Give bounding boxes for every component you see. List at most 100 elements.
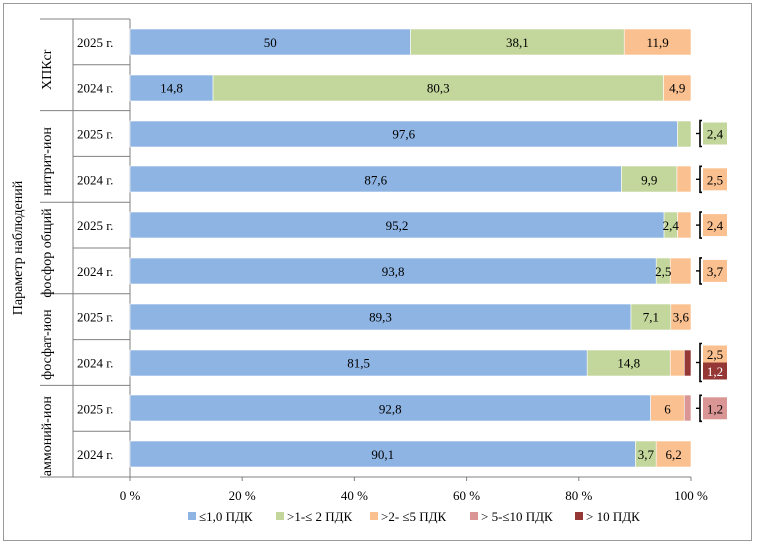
bar-segment xyxy=(683,349,692,377)
bar-segment xyxy=(676,165,692,193)
callout-bracket xyxy=(699,257,702,285)
callout-box xyxy=(703,168,727,191)
data-label: 97,6 xyxy=(392,127,415,142)
callout-box xyxy=(703,345,727,363)
data-label: 14,8 xyxy=(160,81,183,96)
group-label: ХПКcr xyxy=(40,49,55,90)
x-tick-label: 100 % xyxy=(674,488,708,503)
bar-segment xyxy=(677,211,692,239)
data-label: 87,6 xyxy=(364,172,387,187)
data-label: 90,1 xyxy=(371,447,394,462)
labels-layer: 2025 г. 50 38,1 11,9 2024 г. 14,8 80,3 4,9 2025 … xyxy=(77,35,724,462)
legend-swatch xyxy=(575,512,583,520)
bar-segment xyxy=(623,28,692,56)
year-label: 2025 г. xyxy=(77,218,113,233)
y-axis-label: Параметр наблюдений xyxy=(11,180,26,315)
bar-segment xyxy=(129,303,632,331)
legend-swatch xyxy=(470,512,478,520)
bar-segment xyxy=(683,394,692,422)
data-label: 11,9 xyxy=(646,35,668,50)
data-label: 3,6 xyxy=(673,310,690,325)
year-label: 2025 г. xyxy=(77,310,113,325)
legend-label: ≤1,0 ПДК xyxy=(199,509,253,524)
callout-box xyxy=(703,259,727,282)
bar-segment xyxy=(129,211,665,239)
year-label: 2025 г. xyxy=(77,127,113,142)
chart-frame xyxy=(3,3,752,541)
legend: ≤1,0 ПДК >1-≤ 2 ПДК >2- ≤5 ПДК > 5-≤10 ПДК >… xyxy=(188,509,640,524)
bar-segment xyxy=(129,165,622,193)
x-tick-label: 60 % xyxy=(453,488,480,503)
bar-segment xyxy=(129,257,657,285)
year-label: 2024 г. xyxy=(77,81,113,96)
data-label: 7,1 xyxy=(643,310,659,325)
callout-bracket xyxy=(699,119,702,148)
bar-segment xyxy=(677,120,692,148)
callout-bracket xyxy=(699,342,702,383)
bar-segment xyxy=(129,440,636,468)
x-tick-label: 20 % xyxy=(229,488,256,503)
bar-segment xyxy=(670,303,692,331)
legend-swatch xyxy=(370,512,378,520)
data-label: 6,2 xyxy=(665,447,681,462)
callout-label: 1,2 xyxy=(707,364,723,379)
bars-layer xyxy=(129,28,727,468)
bar-segment xyxy=(212,74,664,102)
x-tick-label: 40 % xyxy=(341,488,368,503)
data-label: 95,2 xyxy=(386,218,409,233)
x-tick-label: 80 % xyxy=(565,488,592,503)
data-label: 89,3 xyxy=(369,310,392,325)
data-label: 80,3 xyxy=(427,81,450,96)
year-label: 2024 г. xyxy=(77,447,113,462)
legend-swatch xyxy=(188,512,196,520)
bar-segment xyxy=(655,440,692,468)
data-label: 9,9 xyxy=(641,172,657,187)
bar-segment xyxy=(621,165,678,193)
data-label: 6 xyxy=(664,401,671,416)
bar-segment xyxy=(663,74,692,102)
bar-segment xyxy=(129,74,214,102)
data-label: 4,9 xyxy=(669,81,685,96)
bar-segment xyxy=(410,28,625,56)
legend-label: > 10 ПДК xyxy=(586,509,640,524)
year-label: 2024 г. xyxy=(77,264,113,279)
data-label: 2,4 xyxy=(663,218,680,233)
callout-label: 2,4 xyxy=(707,127,724,142)
data-label: 81,5 xyxy=(347,356,370,371)
callout-box xyxy=(703,362,727,380)
bar-segment xyxy=(669,257,692,285)
data-label: 38,1 xyxy=(506,35,529,50)
group-label: фосфат-ион xyxy=(40,309,55,380)
callout-label: 2,4 xyxy=(707,218,724,233)
group-label: нитрит-ион xyxy=(40,127,55,196)
callout-label: 2,5 xyxy=(707,347,723,362)
year-label: 2025 г. xyxy=(77,401,113,416)
data-label: 14,8 xyxy=(617,356,640,371)
callout-label: 2,5 xyxy=(707,172,723,187)
legend-label: > 5-≤10 ПДК xyxy=(481,509,553,524)
group-label: аммоний-ион xyxy=(40,396,55,477)
legend-swatch xyxy=(276,512,284,520)
callout-box xyxy=(703,214,727,237)
callout-box xyxy=(703,122,727,145)
bar-segment xyxy=(129,120,678,148)
data-label: 3,7 xyxy=(638,447,655,462)
data-label: 92,8 xyxy=(379,401,402,416)
data-label: 50 xyxy=(264,35,277,50)
callout-label: 3,7 xyxy=(707,264,724,279)
callout-box xyxy=(703,397,727,420)
callout-label: 1,2 xyxy=(707,401,723,416)
x-tick-label: 0 % xyxy=(120,488,141,503)
legend-label: >1-≤ 2 ПДК xyxy=(287,509,353,524)
bar-segment xyxy=(630,303,672,331)
year-label: 2024 г. xyxy=(77,356,113,371)
data-label: 2,5 xyxy=(655,264,671,279)
bar-segment xyxy=(669,349,685,377)
data-label: 93,8 xyxy=(382,264,405,279)
callout-bracket xyxy=(699,211,702,239)
callout-bracket xyxy=(699,394,702,423)
year-label: 2024 г. xyxy=(77,172,113,187)
bar-segment xyxy=(129,394,651,422)
axes-layer: 0 % 20 % 40 % 60 % 80 % 100 % Параметр наблюде… xyxy=(11,18,708,503)
